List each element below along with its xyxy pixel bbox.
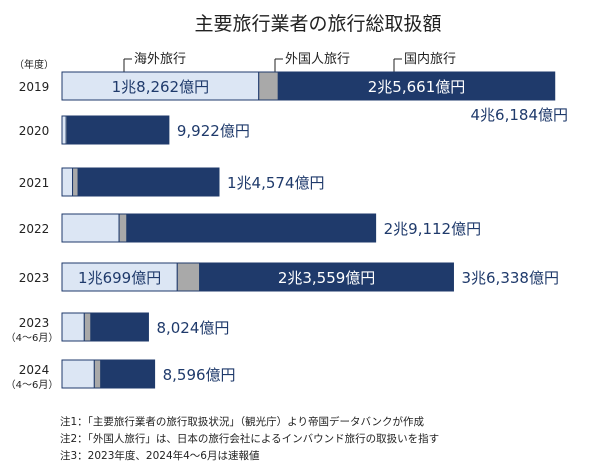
legend-label: 外国人旅行 [285,52,350,67]
total-value-label: 8,596億円 [163,366,236,384]
bar-segment-foreign [176,262,201,292]
chart-title: 主要旅行業者の旅行総取扱額 [194,13,441,35]
total-value-label: 1兆4,574億円 [227,174,325,192]
bar-segment-overseas [61,213,120,243]
y-axis-header: （年度） [14,58,54,71]
legend-item-domestic: 国内旅行 [393,51,456,72]
bar-segment-overseas [61,262,178,292]
footnote-2: 注2：「外国人旅行」は、日本の旅行会社によるインバウンド旅行の取扱いを指す [60,433,440,445]
domestic-value-label: 2兆5,661億円 [368,78,466,96]
bar-segment-domestic [66,115,170,145]
bar-segment-domestic [90,312,149,342]
row-label: 2021 [19,176,50,190]
total-value-label: 3兆6,338億円 [461,269,558,287]
bar-row-1: 2020 9,922億円 [19,115,250,145]
overseas-value-label: 1兆699億円 [78,269,161,287]
bar-segment-overseas [61,115,67,145]
bar-segment-overseas [61,359,95,389]
bar-segment-domestic [126,213,377,243]
total-value-label: 9,922億円 [177,122,250,140]
row-label: 2023 [19,271,50,285]
bar-segment-domestic [277,71,556,101]
row-label: 2022 [19,222,50,236]
legend-item-foreign: 外国人旅行 [274,52,350,72]
bar-row-3: 2022 2兆9,112億円 [19,213,482,243]
bar-segment-foreign [83,312,92,342]
row-label: 2023 [19,316,50,330]
stacked-bar-chart: 主要旅行業者の旅行総取扱額 （年度） 海外旅行 外国人旅行 国内旅行 2019 1兆8… [6,13,569,391]
total-value-label: 4兆6,184億円 [471,106,569,124]
row-sublabel: （4～6月） [6,379,59,391]
bar-segment-domestic [199,262,454,292]
legend-item-overseas: 海外旅行 [123,52,186,72]
bar-segment-domestic [100,359,156,389]
bar-segment-foreign [258,71,279,101]
bar-segment-domestic [77,167,220,197]
bar-row-2: 2021 1兆4,574億円 [19,167,325,197]
bar-row-4: 2023 1兆699億円 2兆3,559億円 3兆6,338億円 [19,262,559,292]
bar-row-6: 2024 （4～6月） 8,596億円 [6,359,236,391]
bar-row-5: 2023 （4～6月） 8,024億円 [6,312,229,344]
legend: 海外旅行 外国人旅行 国内旅行 [123,51,456,72]
row-sublabel: （4～6月） [6,332,59,344]
bars: 2019 1兆8,262億円 2兆5,661億円 4兆6,184億円 2020 9,922… [6,71,569,391]
bar-segment-overseas [61,312,85,342]
legend-label: 海外旅行 [134,52,186,67]
bar-segment-foreign [118,213,128,243]
bar-row-0: 2019 1兆8,262億円 2兆5,661億円 4兆6,184億円 [19,71,569,124]
row-label: 2019 [19,80,50,94]
footnotes: 注1：「主要旅行業者の旅行取扱状況」（観光庁）より帝国データバンクが作成 注2：… [60,414,439,465]
bar-segment-foreign [93,359,102,389]
legend-label: 国内旅行 [404,51,456,67]
overseas-value-label: 1兆8,262億円 [112,78,210,96]
total-value-label: 8,024億円 [156,319,229,337]
total-value-label: 2兆9,112億円 [384,220,482,238]
footnote-3: 注3：2023年度、2024年4～6月は速報値 [60,450,260,462]
domestic-value-label: 2兆3,559億円 [278,269,376,287]
row-label: 2024 [19,363,50,377]
bar-segment-foreign [72,167,79,197]
bar-segment-overseas [61,167,74,197]
footnote-1: 注1：「主要旅行業者の旅行取扱状況」（観光庁）より帝国データバンクが作成 [60,416,424,428]
row-label: 2020 [19,124,50,138]
